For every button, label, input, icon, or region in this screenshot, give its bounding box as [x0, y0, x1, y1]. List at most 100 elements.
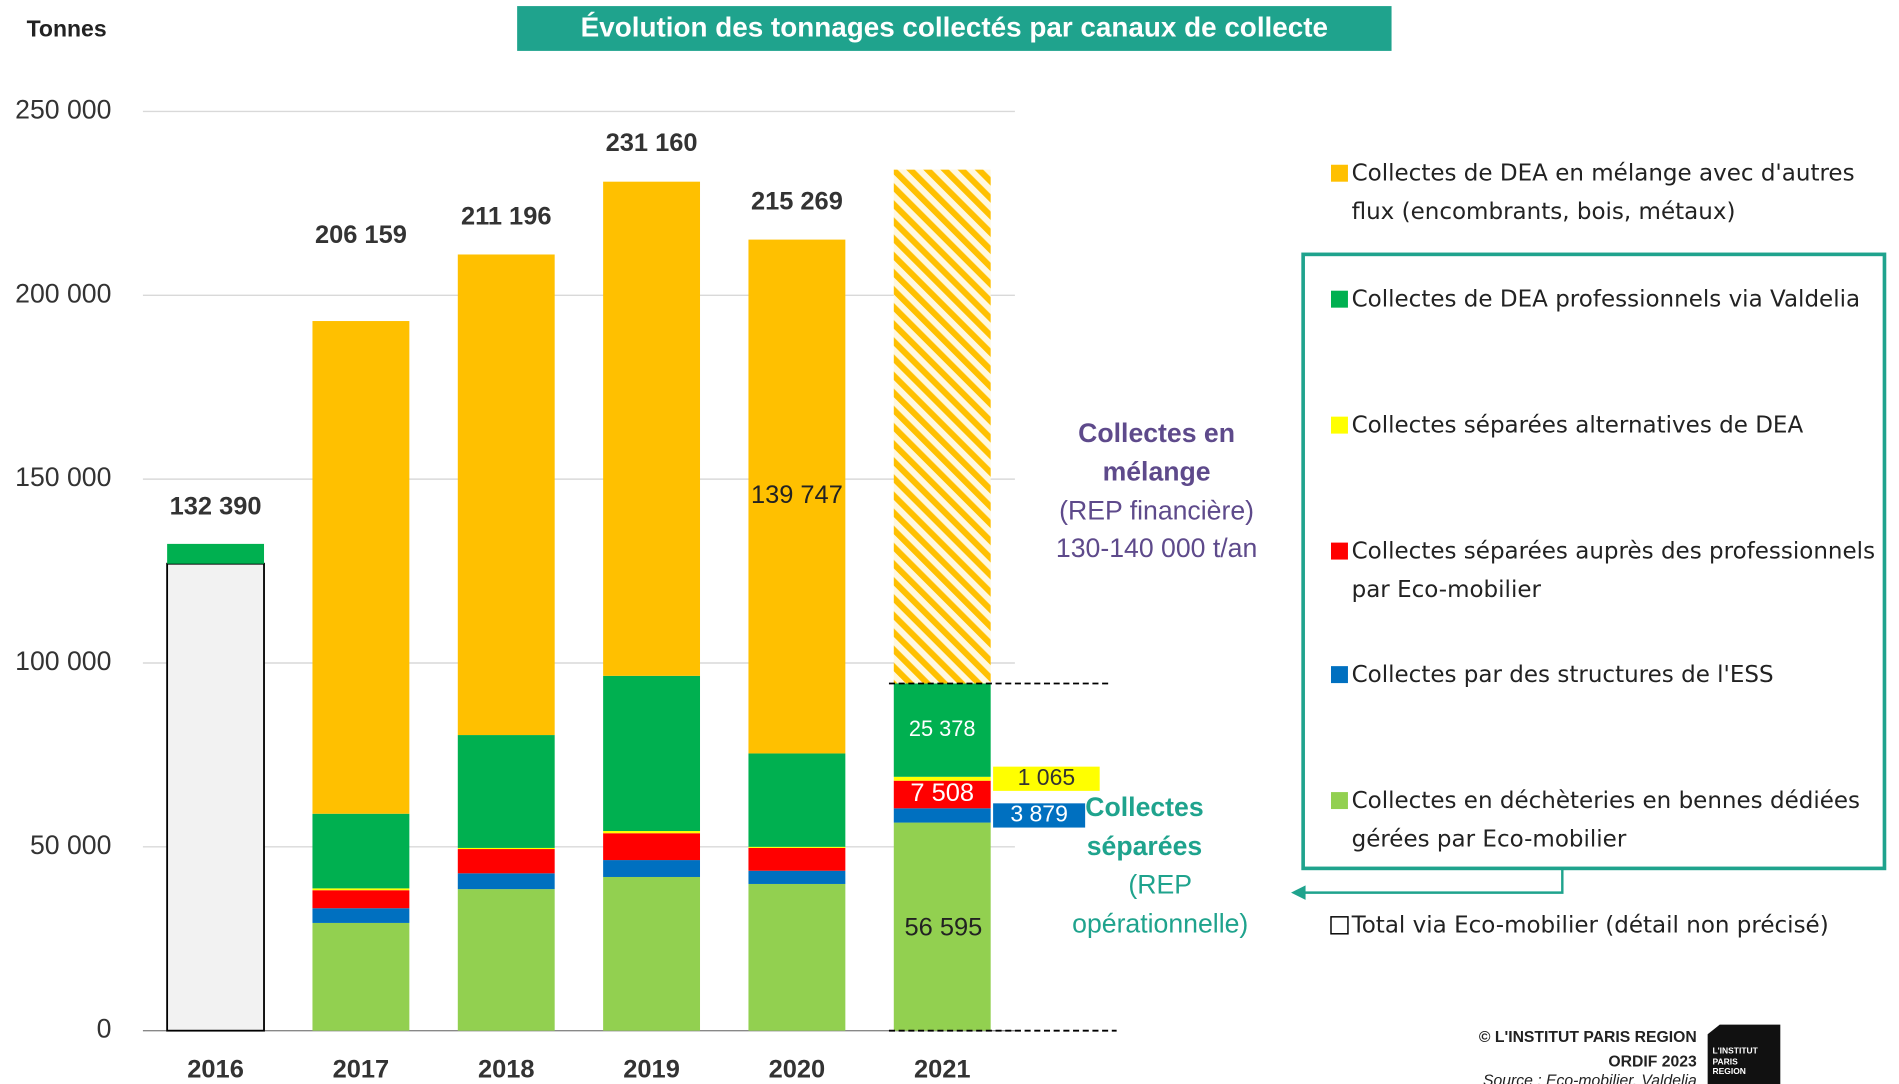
y-tick-label: 0	[97, 1014, 112, 1044]
legend-swatch	[1330, 666, 1348, 684]
legend-label: Collectes de DEA professionnels via Vald…	[1351, 285, 1861, 313]
bar-segment	[312, 908, 410, 923]
label-box	[993, 766, 1100, 791]
bar-segment	[748, 239, 846, 754]
legend-swatch	[1330, 416, 1348, 434]
x-tick-label: 2019	[623, 1055, 680, 1083]
bar-segment	[457, 847, 555, 850]
bar-segment	[457, 735, 555, 848]
bar-segment	[457, 873, 555, 890]
bar-segment	[312, 888, 410, 891]
bar-segment	[603, 831, 701, 834]
annotation: opérationnelle)	[1072, 908, 1248, 938]
logo-word: PARIS	[1712, 1056, 1738, 1066]
legend-swatch	[1330, 542, 1348, 560]
bar-segment	[603, 675, 701, 832]
bar-segment	[893, 780, 991, 809]
data-label: 7 508	[910, 779, 974, 807]
legend-swatch	[1330, 290, 1348, 308]
legend-item: Collectes par des structures de l'ESS	[1351, 661, 1774, 688]
legend-swatch	[1330, 164, 1348, 182]
bar-segment	[603, 876, 701, 1031]
legend-item: Collectes séparées auprès des profession…	[1351, 537, 1876, 604]
legend-label: Collectes par des structures de l'ESS	[1351, 661, 1774, 688]
bar-segment	[603, 181, 701, 676]
mixed-annotation: Collectes en mélange (REP financière) 13…	[1056, 418, 1257, 563]
total-label: 231 160	[606, 129, 698, 157]
credit: Source : Eco-mobilier, Valdelia	[1483, 1073, 1697, 1084]
x-tick-label: 2021	[914, 1055, 971, 1083]
data-label: 3 879	[1010, 801, 1068, 827]
x-tick-label: 2017	[333, 1055, 390, 1083]
legend-swatch	[1330, 916, 1349, 935]
bar-segment	[312, 321, 410, 814]
annotation: Collectes en	[1078, 418, 1235, 448]
bar-segment	[748, 753, 846, 847]
bar-segment	[748, 847, 846, 871]
bar-segment	[312, 813, 410, 889]
logo-word: REGION	[1712, 1066, 1745, 1076]
legend-swatch	[1330, 792, 1348, 810]
y-tick-label: 200 000	[15, 278, 111, 308]
annotation: 130-140 000 t/an	[1056, 533, 1257, 563]
bar-segment	[312, 890, 410, 909]
title-box	[517, 6, 1392, 51]
bar-segment	[457, 849, 555, 874]
x-tick-label: 2016	[187, 1055, 244, 1083]
legend-item: Collectes en déchèteries en bennes dédié…	[1351, 787, 1861, 853]
bar-segment	[893, 822, 991, 1031]
y-tick-label: 50 000	[30, 830, 111, 860]
credits: © L'INSTITUT PARIS REGION ORDIF 2023 Sou…	[1479, 1029, 1697, 1084]
annotation: Collectes	[1085, 792, 1203, 822]
bar-segment	[893, 808, 991, 823]
legend-item: Collectes de DEA professionnels via Vald…	[1351, 285, 1861, 313]
annotation: séparées	[1087, 831, 1202, 861]
bar-segment	[603, 860, 701, 877]
x-tick-label: 2018	[478, 1055, 535, 1083]
data-label: 25 378	[909, 716, 976, 741]
annotation: (REP financière)	[1059, 495, 1254, 525]
data-label: 56 595	[905, 914, 983, 942]
credit: ORDIF 2023	[1608, 1053, 1697, 1070]
y-tick-label: 100 000	[15, 646, 111, 676]
bar-segment	[457, 254, 555, 736]
separate-annotation: Collectes séparées (REP opérationnelle)	[1072, 792, 1248, 938]
logo-text: L'INSTITUT PARIS REGION	[1712, 1046, 1758, 1077]
annotation: mélange	[1103, 457, 1211, 487]
legend-item: Collectes séparées alternatives de DEA	[1351, 411, 1804, 439]
bar-segment	[603, 833, 701, 861]
bar-segment	[893, 776, 991, 781]
data-label: 139 747	[751, 481, 843, 509]
legend-frame	[1301, 252, 1887, 871]
legend-label: Collectes en déchèteries en bennes dédié…	[1351, 787, 1861, 853]
bar-segment	[167, 543, 265, 564]
logo	[1707, 1024, 1781, 1084]
x-tick-label: 2020	[769, 1055, 826, 1083]
y-axis-label: Tonnes	[27, 15, 107, 41]
legend-label: Collectes séparées alternatives de DEA	[1351, 411, 1804, 439]
data-label: 1 065	[1018, 764, 1076, 790]
legend-label: Total via Eco-mobilier (détail non préci…	[1351, 911, 1829, 939]
bar-segment	[457, 889, 555, 1031]
bar-segment	[166, 562, 265, 1032]
bar-segment	[312, 922, 410, 1031]
bar-segment	[748, 846, 846, 848]
arrow-head	[1291, 885, 1306, 900]
legend-label: Collectes de DEA en mélange avec d'autre…	[1351, 159, 1855, 226]
total-label: 215 269	[751, 188, 843, 216]
total-label: 206 159	[315, 221, 407, 249]
logo-word: L'INSTITUT	[1712, 1046, 1758, 1056]
legend-label: Collectes séparées auprès des profession…	[1351, 537, 1876, 604]
annotation: (REP	[1128, 870, 1192, 900]
total-label: 211 196	[461, 203, 551, 231]
credit: © L'INSTITUT PARIS REGION	[1479, 1029, 1697, 1046]
total-label: 132 390	[170, 492, 262, 520]
bar-segment	[893, 169, 991, 684]
legend-item: Total via Eco-mobilier (détail non préci…	[1351, 911, 1829, 939]
label-box	[993, 803, 1086, 828]
arrow	[1303, 868, 1564, 894]
bar-segment	[748, 883, 846, 1031]
bar-segment	[748, 870, 846, 884]
